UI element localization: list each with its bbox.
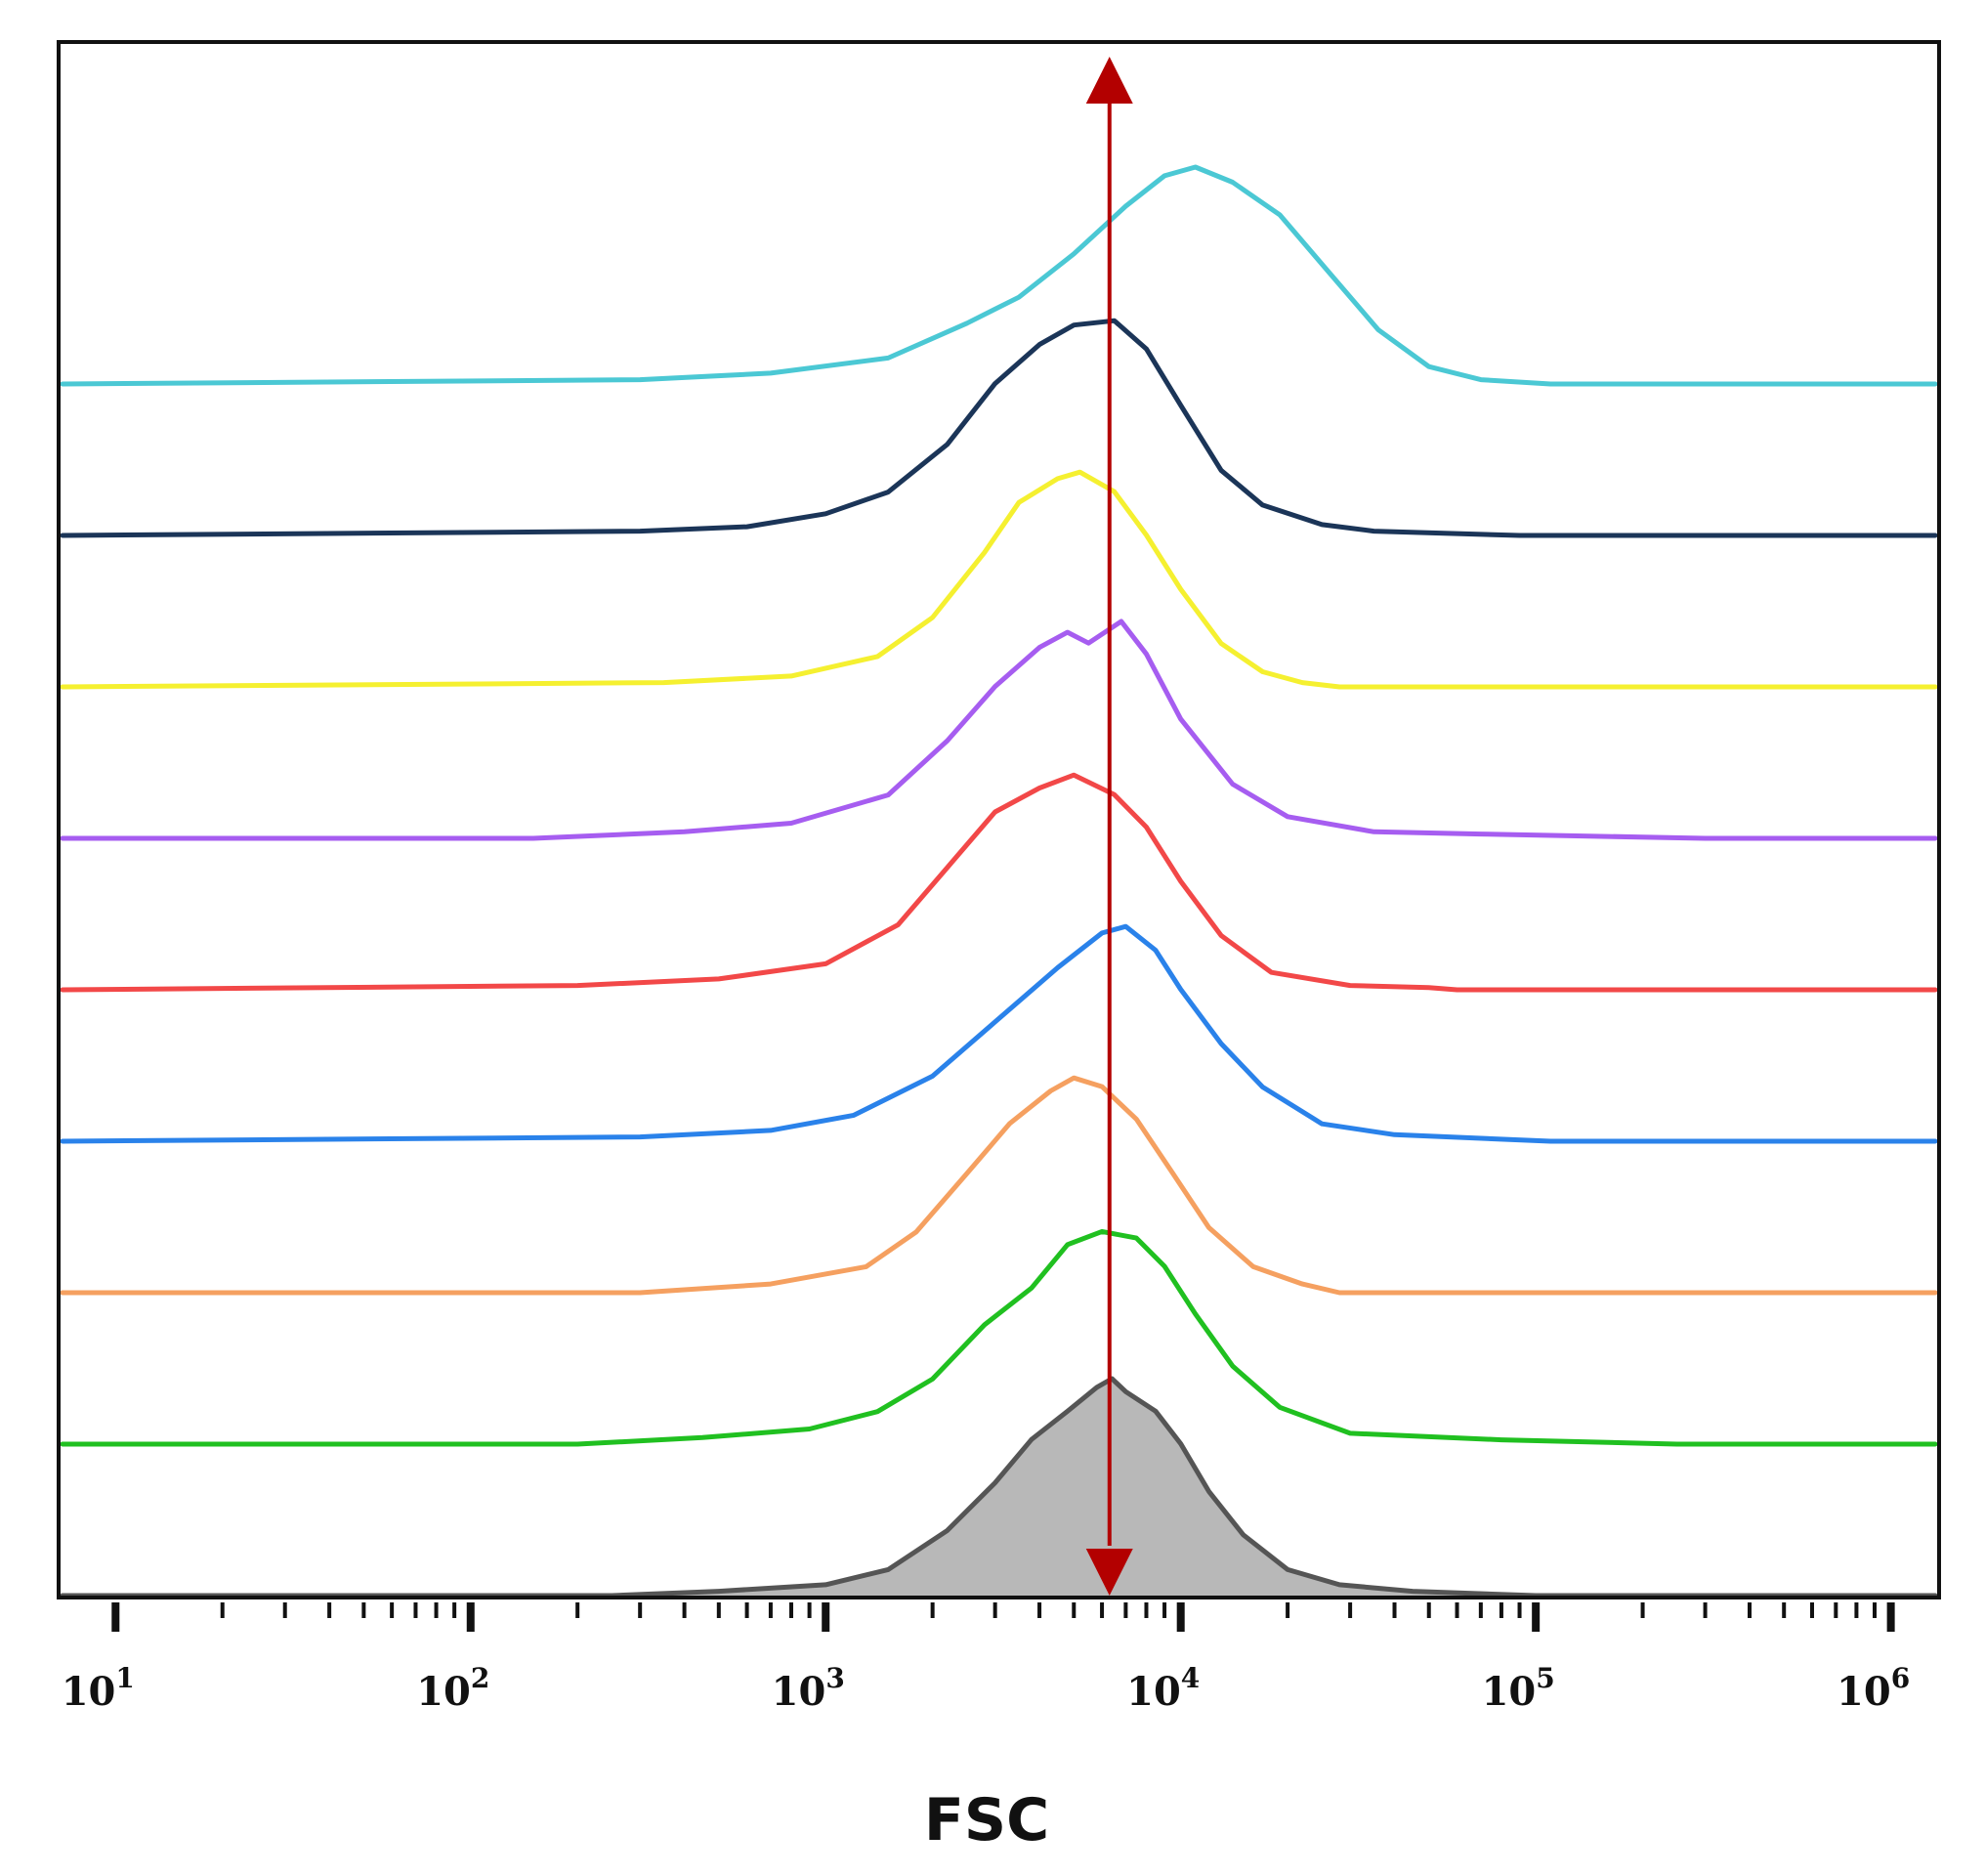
tick-label-3: 104 bbox=[1126, 1662, 1200, 1715]
tick-label-exponent: 3 bbox=[825, 1662, 844, 1694]
series-line-3 bbox=[60, 618, 1938, 841]
tick-label-base: 10 bbox=[1126, 1669, 1181, 1715]
series-line-0 bbox=[60, 164, 1938, 387]
tick-label-2: 103 bbox=[772, 1662, 845, 1715]
series-layer bbox=[60, 164, 1938, 1599]
tick-label-1: 102 bbox=[416, 1662, 489, 1715]
tick-label-base: 10 bbox=[772, 1669, 826, 1715]
tick-label-4: 105 bbox=[1482, 1662, 1555, 1715]
tick-label-exponent: 4 bbox=[1181, 1662, 1200, 1694]
series-line-8 bbox=[60, 1376, 1938, 1599]
series-fill-8 bbox=[63, 1379, 1935, 1596]
tick-label-base: 10 bbox=[1837, 1669, 1891, 1715]
series-line-1 bbox=[60, 318, 1938, 538]
tick-label-base: 10 bbox=[62, 1669, 116, 1715]
series-line-2 bbox=[60, 469, 1938, 690]
marker-arrow-up bbox=[1085, 57, 1133, 104]
x-axis-label: FSC bbox=[924, 1786, 1049, 1855]
tick-label-exponent: 6 bbox=[1891, 1662, 1910, 1694]
series-line-5 bbox=[60, 923, 1938, 1144]
x-axis: 101 102 103 104 105 106 bbox=[62, 1602, 1910, 1715]
tick-label-5: 106 bbox=[1837, 1662, 1910, 1715]
series-line-7 bbox=[60, 1228, 1938, 1447]
marker-layer bbox=[1085, 57, 1133, 1596]
marker-arrow-down bbox=[1085, 1549, 1133, 1596]
tick-label-exponent: 5 bbox=[1536, 1662, 1554, 1694]
tick-label-base: 10 bbox=[1482, 1669, 1537, 1715]
tick-label-0: 101 bbox=[62, 1662, 135, 1715]
series-line-6 bbox=[60, 1075, 1938, 1296]
tick-label-exponent: 1 bbox=[115, 1662, 134, 1694]
series-line-4 bbox=[60, 772, 1938, 993]
tick-label-exponent: 2 bbox=[471, 1662, 489, 1694]
tick-label-base: 10 bbox=[416, 1669, 471, 1715]
plot-frame bbox=[57, 40, 1941, 1599]
